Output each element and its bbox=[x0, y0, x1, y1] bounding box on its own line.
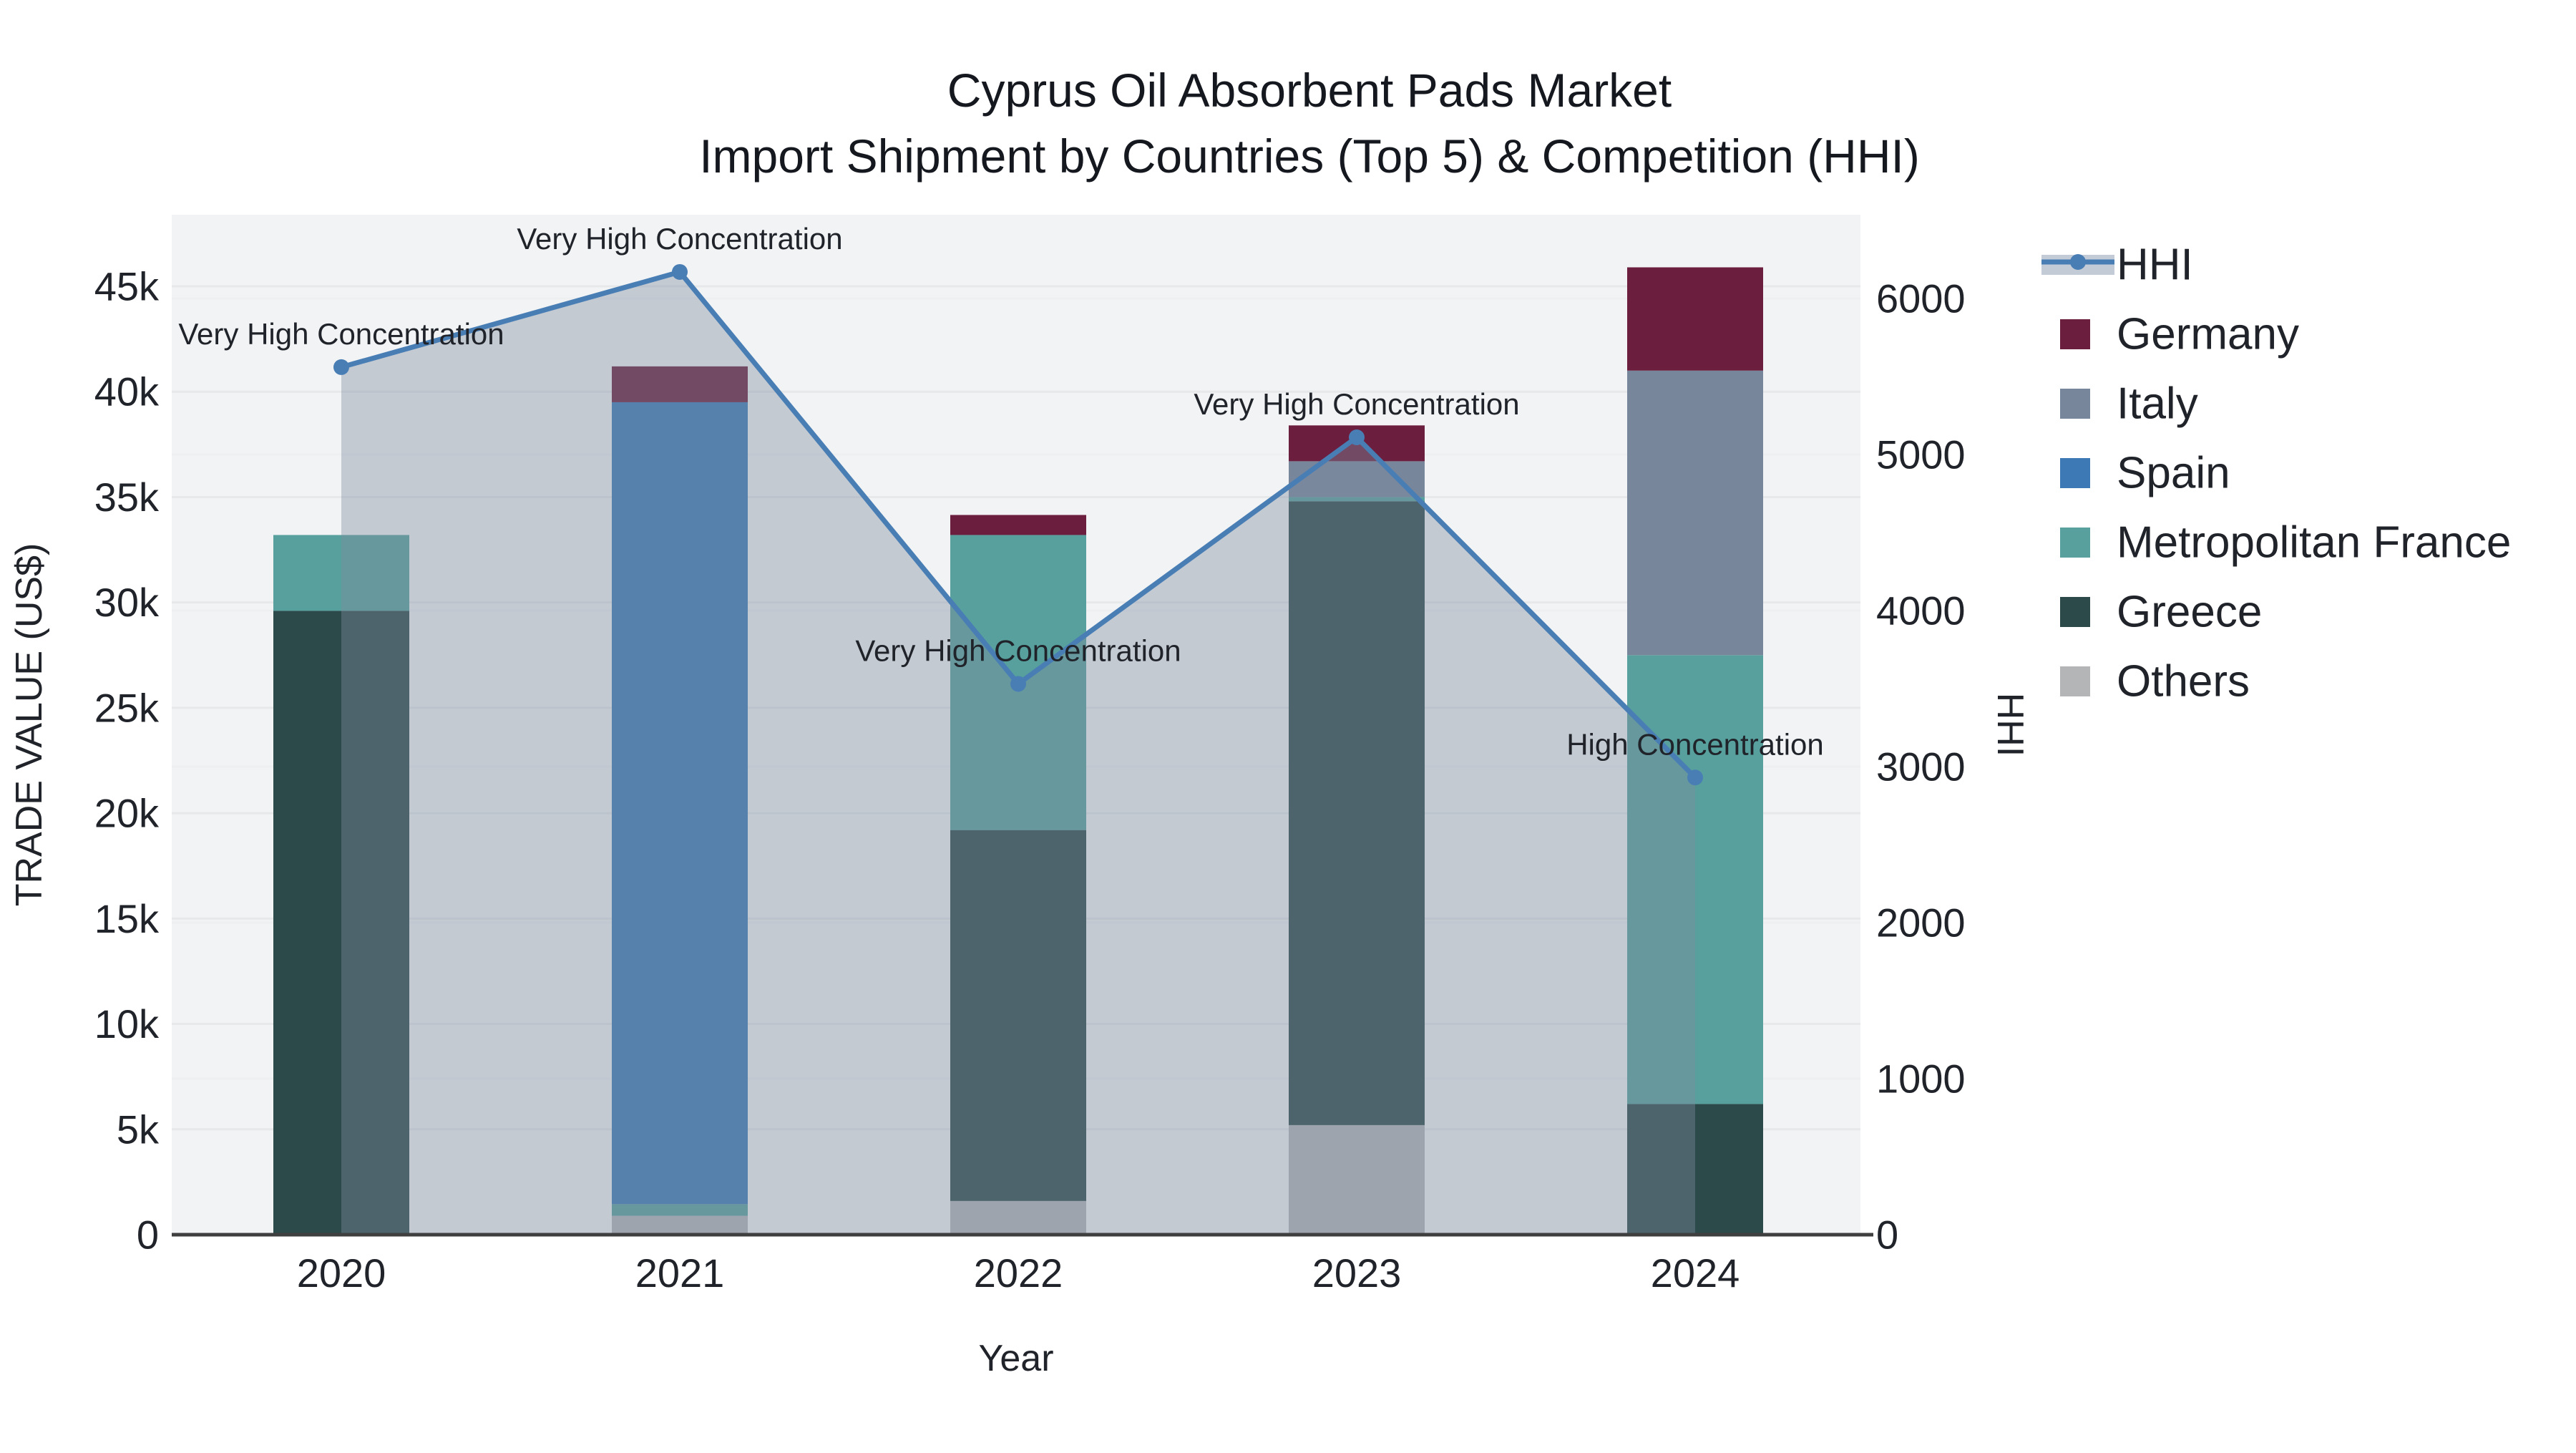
hhi-marker-2022 bbox=[1010, 676, 1026, 692]
legend-label: Metropolitan France bbox=[2117, 518, 2511, 568]
bar-segment-2021-germany bbox=[612, 366, 748, 402]
y-left-tick-30k: 30k bbox=[94, 580, 160, 625]
x-axis-title: Year bbox=[978, 1338, 1053, 1379]
legend-color-swatch bbox=[2060, 319, 2090, 349]
bar-segment-2020-greece bbox=[273, 611, 409, 1235]
legend-item-greece[interactable]: Greece bbox=[2060, 588, 2262, 637]
legend-item-metropolitan-france[interactable]: Metropolitan France bbox=[2060, 518, 2511, 568]
legend-label: Greece bbox=[2117, 588, 2262, 637]
y-left-tick-15k: 15k bbox=[94, 896, 160, 941]
chart-title-line1: Cyprus Oil Absorbent Pads Market bbox=[947, 64, 1672, 117]
y-left-tick-35k: 35k bbox=[94, 475, 160, 520]
hhi-marker-2021 bbox=[672, 263, 688, 280]
y-right-tick-5000: 5000 bbox=[1876, 432, 1966, 477]
hhi-marker-2020 bbox=[333, 359, 349, 375]
y-right-axis-title: HHI bbox=[1989, 693, 2031, 757]
annotation-2023: Very High Concentration bbox=[1194, 387, 1519, 421]
y-right-tick-0: 0 bbox=[1876, 1213, 1898, 1258]
x-tick-2022: 2022 bbox=[974, 1250, 1063, 1296]
legend-item-spain[interactable]: Spain bbox=[2060, 449, 2230, 498]
legend-color-swatch bbox=[2060, 597, 2090, 627]
bar-segment-2023-metropolitan-france bbox=[1289, 497, 1425, 502]
y-right-tick-3000: 3000 bbox=[1876, 744, 1966, 789]
bar-segment-2021-metropolitan-france bbox=[612, 1204, 748, 1216]
hhi-area-fill bbox=[341, 271, 1695, 1235]
hhi-marker-2024 bbox=[1687, 769, 1703, 786]
bar-segment-2024-greece bbox=[1627, 1104, 1763, 1235]
y-left-tick-5k: 5k bbox=[117, 1107, 160, 1152]
legend-item-italy[interactable]: Italy bbox=[2060, 379, 2198, 429]
legend-color-swatch bbox=[2060, 389, 2090, 419]
legend-color-swatch bbox=[2060, 666, 2090, 696]
annotation-2024: High Concentration bbox=[1566, 727, 1824, 761]
bar-segment-2022-greece bbox=[950, 830, 1086, 1201]
y-left-tick-40k: 40k bbox=[94, 369, 160, 414]
legend-item-germany[interactable]: Germany bbox=[2060, 310, 2299, 359]
legend-label: HHI bbox=[2117, 240, 2193, 290]
bar-segment-2024-italy bbox=[1627, 370, 1763, 656]
x-tick-2020: 2020 bbox=[297, 1250, 386, 1296]
legend-hhi-marker-swatch bbox=[2070, 254, 2086, 270]
legend-item-others[interactable]: Others bbox=[2060, 657, 2250, 706]
x-tick-2024: 2024 bbox=[1651, 1250, 1740, 1296]
y-left-tick-10k: 10k bbox=[94, 1001, 160, 1046]
bar-segment-2021-spain bbox=[612, 402, 748, 1205]
y-right-tick-2000: 2000 bbox=[1876, 900, 1966, 946]
bar-segment-2022-germany bbox=[950, 515, 1086, 535]
bar-segment-2020-metropolitan-france bbox=[273, 535, 409, 611]
legend-label: Germany bbox=[2117, 310, 2299, 359]
x-tick-2021: 2021 bbox=[635, 1250, 725, 1296]
y-right-tick-6000: 6000 bbox=[1876, 276, 1966, 321]
legend-label: Italy bbox=[2117, 379, 2198, 429]
y-left-tick-0: 0 bbox=[137, 1213, 159, 1258]
bar-segment-2023-greece bbox=[1289, 501, 1425, 1125]
annotation-2020: Very High Concentration bbox=[178, 317, 504, 351]
y-left-tick-45k: 45k bbox=[94, 264, 160, 309]
legend-color-swatch bbox=[2060, 528, 2090, 558]
bar-segment-2022-others bbox=[950, 1200, 1086, 1235]
legend-item-hhi[interactable]: HHI bbox=[2041, 240, 2193, 290]
bar-segment-2024-germany bbox=[1627, 267, 1763, 371]
legend-label: Spain bbox=[2117, 449, 2230, 498]
bar-segment-2021-others bbox=[612, 1215, 748, 1235]
annotation-2021: Very High Concentration bbox=[517, 222, 842, 256]
x-tick-2023: 2023 bbox=[1312, 1250, 1402, 1296]
bar-segment-2023-italy bbox=[1289, 461, 1425, 497]
y-left-tick-20k: 20k bbox=[94, 791, 160, 836]
annotation-2022: Very High Concentration bbox=[855, 633, 1181, 667]
legend-color-swatch bbox=[2060, 458, 2090, 488]
y-right-tick-4000: 4000 bbox=[1876, 588, 1966, 633]
hhi-marker-2023 bbox=[1349, 429, 1365, 446]
y-left-tick-25k: 25k bbox=[94, 685, 160, 730]
y-left-axis-title: TRADE VALUE (US$) bbox=[9, 543, 50, 907]
bar-segment-2023-others bbox=[1289, 1124, 1425, 1235]
legend-label: Others bbox=[2117, 657, 2250, 706]
y-right-tick-1000: 1000 bbox=[1876, 1056, 1966, 1102]
chart-title-line2: Import Shipment by Countries (Top 5) & C… bbox=[699, 130, 1920, 183]
